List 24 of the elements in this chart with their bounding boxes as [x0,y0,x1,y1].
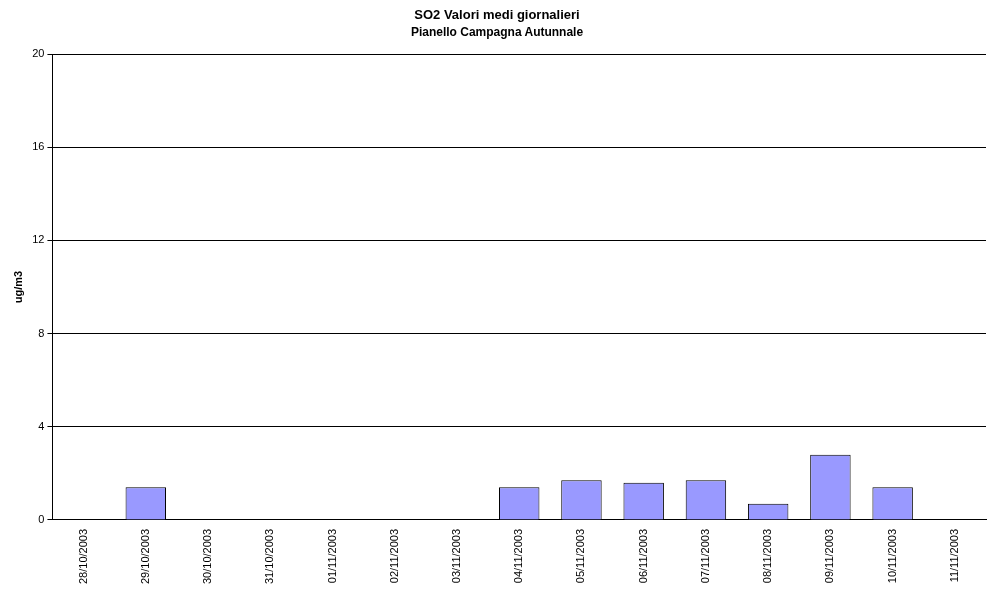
chart-title: SO2 Valori medi giornalieri [414,7,580,23]
x-tick-label: 05/11/2003 [574,528,587,584]
x-tick-label: 06/11/2003 [636,528,649,584]
x-tick-label: 03/11/2003 [450,528,463,584]
x-tick-label: 04/11/2003 [512,528,525,584]
y-tick-label: 0 [38,512,45,525]
y-tick-label: 20 [32,47,45,60]
x-tick-label: 02/11/2003 [387,528,400,584]
y-tick-label: 16 [32,140,45,153]
chart-subtitle: Pianello Campagna Autunnale [410,25,584,40]
x-tick-label: 09/11/2003 [823,528,836,584]
y-axis-title: ug/m3 [11,270,24,304]
y-tick-label: 4 [38,419,45,432]
y-tick-label: 12 [32,233,45,246]
x-tick-label: 10/11/2003 [885,528,898,584]
x-tick-label: 11/11/2003 [947,528,960,583]
y-tick-label: 8 [38,326,45,339]
x-tick-label: 31/10/2003 [263,528,276,585]
x-tick-label: 01/11/2003 [325,528,338,584]
x-tick-label: 29/10/2003 [138,528,151,585]
x-tick-label: 28/10/2003 [76,528,89,585]
x-tick-label: 08/11/2003 [761,528,774,584]
x-tick-label: 07/11/2003 [698,528,711,584]
x-tick-label: 30/10/2003 [201,528,214,585]
